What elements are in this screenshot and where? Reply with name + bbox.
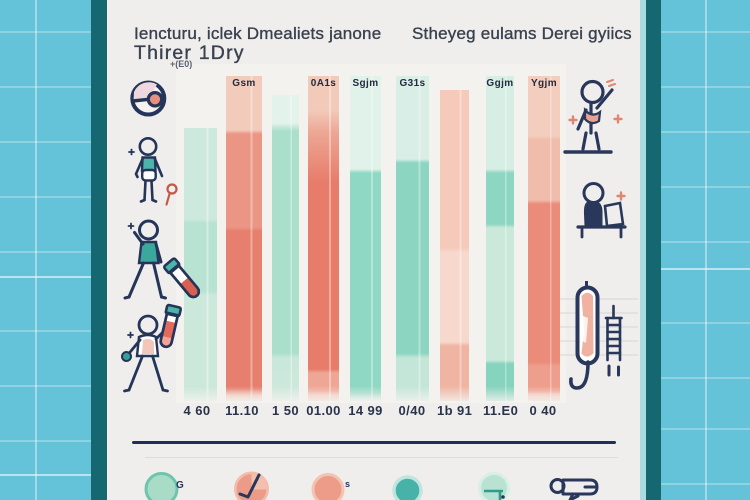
svg-text:s: s bbox=[345, 479, 350, 489]
svg-text:G: G bbox=[176, 480, 184, 491]
